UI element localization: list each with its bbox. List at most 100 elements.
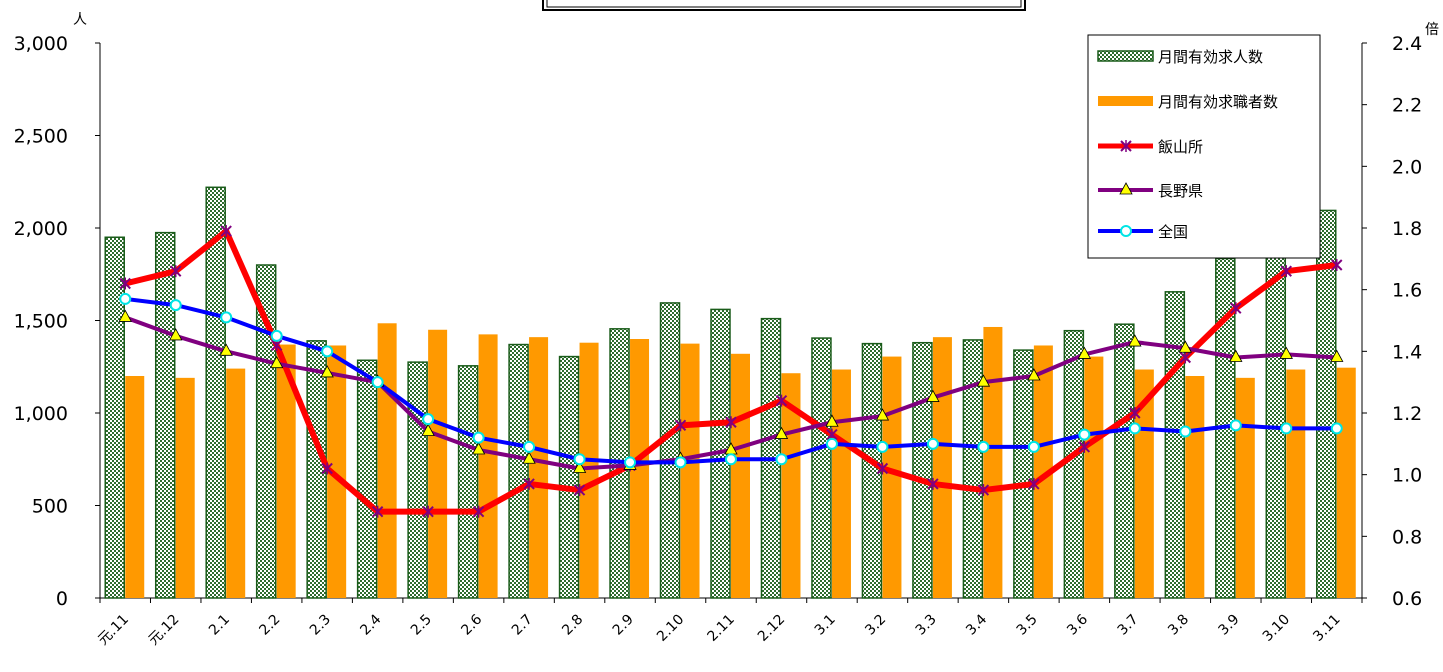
marker-nagano [1178, 340, 1192, 353]
marker-nagano [1279, 346, 1293, 359]
legend-swatch-bar-1 [1097, 50, 1154, 62]
marker-national [523, 440, 536, 453]
x-tick-label: 2.10 [654, 612, 687, 645]
marker-national [1330, 422, 1343, 435]
marker-iiyama [170, 265, 182, 278]
x-tick-label: 2.5 [408, 612, 435, 639]
y-right-tick-label: 0.8 [1392, 526, 1422, 548]
y-left-tick-label: 3,000 [14, 33, 68, 55]
y-left-tick-label: 500 [32, 496, 68, 518]
bar-job-openings [912, 341, 933, 599]
marker-national [1078, 428, 1091, 441]
x-tick-label: 2.2 [256, 612, 283, 639]
legend-label-line-3: 全国 [1158, 223, 1188, 241]
marker-nagano [118, 309, 132, 322]
y-left-unit-label: 人 [73, 12, 87, 28]
y-left-ticks: 0 500 1,000 1,500 2,000 2,500 3,000 [14, 33, 100, 610]
marker-nagano [1229, 349, 1243, 362]
marker-national [775, 453, 788, 466]
x-tick-label: 2.11 [704, 612, 737, 645]
bar-job-seekers [175, 377, 195, 598]
x-tick-label: 3.11 [1310, 612, 1343, 645]
x-tick-label: 2.7 [509, 612, 536, 639]
bar-job-seekers [630, 339, 650, 598]
bar-job-openings [205, 186, 226, 599]
marker-national [1179, 425, 1192, 438]
bar-job-seekers [125, 376, 145, 598]
bar-job-seekers [680, 343, 700, 598]
marker-national [725, 453, 737, 466]
x-tick-label: 3.5 [1014, 612, 1041, 639]
bar-job-seekers [983, 326, 1003, 598]
y-right-tick-label: 1.0 [1392, 465, 1422, 487]
bar-job-openings [407, 361, 428, 599]
y-right-tick-label: 0.6 [1392, 588, 1422, 610]
marker-iiyama [977, 484, 990, 497]
y-left-tick-label: 2,000 [14, 218, 68, 240]
bar-job-openings [811, 337, 832, 599]
marker-nagano [1027, 368, 1041, 381]
marker-iiyama [1028, 477, 1040, 490]
legend-label-bar-1: 月間有効求人数 [1158, 48, 1263, 66]
marker-national [270, 329, 283, 342]
marker-national [321, 345, 334, 358]
x-tick-label: 3.3 [913, 612, 940, 639]
bar-job-seekers [1084, 356, 1104, 598]
bar-job-seekers [1033, 345, 1053, 598]
marker-nagano [1077, 346, 1092, 359]
x-tick-label: 2.6 [458, 611, 485, 638]
marker-iiyama [220, 225, 232, 238]
y-right-unit-label: 倍 [1425, 22, 1439, 38]
marker-iiyama [573, 484, 586, 497]
x-tick-label: 3.6 [1064, 611, 1091, 638]
marker-iiyama [1078, 440, 1091, 453]
y-left-tick-label: 1,000 [14, 403, 68, 425]
marker-national [977, 440, 990, 453]
legend-marker-line-2 [1119, 182, 1133, 195]
bar-job-seekers [579, 342, 599, 598]
x-tick-label: 2.1 [206, 612, 233, 639]
marker-national [1128, 422, 1141, 435]
bar-job-seekers [1336, 367, 1356, 598]
legend-label-bar-2: 月間有効求職者数 [1158, 93, 1278, 111]
marker-iiyama [371, 505, 384, 518]
legend-marker-line-3 [1120, 225, 1132, 237]
marker-national [926, 437, 939, 450]
marker-nagano [875, 408, 890, 421]
bars [104, 186, 1356, 599]
x-tick-label: 元.11 [95, 612, 132, 649]
legend-label-line-1: 飯山所 [1158, 138, 1203, 156]
bar-job-seekers [478, 334, 498, 598]
marker-iiyama [321, 462, 333, 475]
bar-job-openings [1114, 323, 1135, 599]
marker-nagano [421, 423, 435, 436]
marker-nagano [976, 374, 991, 387]
marker-national [1229, 419, 1242, 432]
marker-national [169, 299, 182, 312]
y-right-tick-label: 1.2 [1392, 403, 1422, 425]
category-labels: 元.11 元.12 2.1 2.2 2.3 2.4 2.5 2.6 2.7 2.8 2.9 2.10 2… [95, 598, 1363, 649]
bar-job-seekers [226, 368, 246, 598]
bar-job-seekers [529, 337, 549, 598]
bar-job-seekers [377, 323, 397, 598]
bar-job-openings [356, 359, 378, 599]
bar-job-seekers [327, 345, 347, 598]
marker-nagano [471, 442, 486, 455]
legend: 月間有効求人数 月間有効求職者数 飯山所 長野県 全国 [1087, 34, 1321, 259]
marker-national [119, 292, 132, 305]
marker-iiyama [1280, 265, 1292, 278]
marker-iiyama [472, 505, 485, 518]
bar-job-openings [457, 365, 479, 599]
marker-iiyama [775, 394, 788, 407]
y-left-tick-label: 1,500 [14, 311, 68, 333]
marker-iiyama [927, 477, 939, 490]
x-tick-label: 3.9 [1216, 612, 1243, 639]
bar-job-openings [962, 339, 984, 599]
marker-nagano [522, 451, 536, 464]
marker-national [220, 311, 233, 324]
x-tick-label: 2.12 [755, 612, 788, 645]
marker-nagano [572, 460, 587, 473]
x-tick-label: 2.8 [559, 612, 586, 639]
bar-job-seekers [428, 329, 448, 598]
bar-job-seekers [276, 344, 296, 598]
